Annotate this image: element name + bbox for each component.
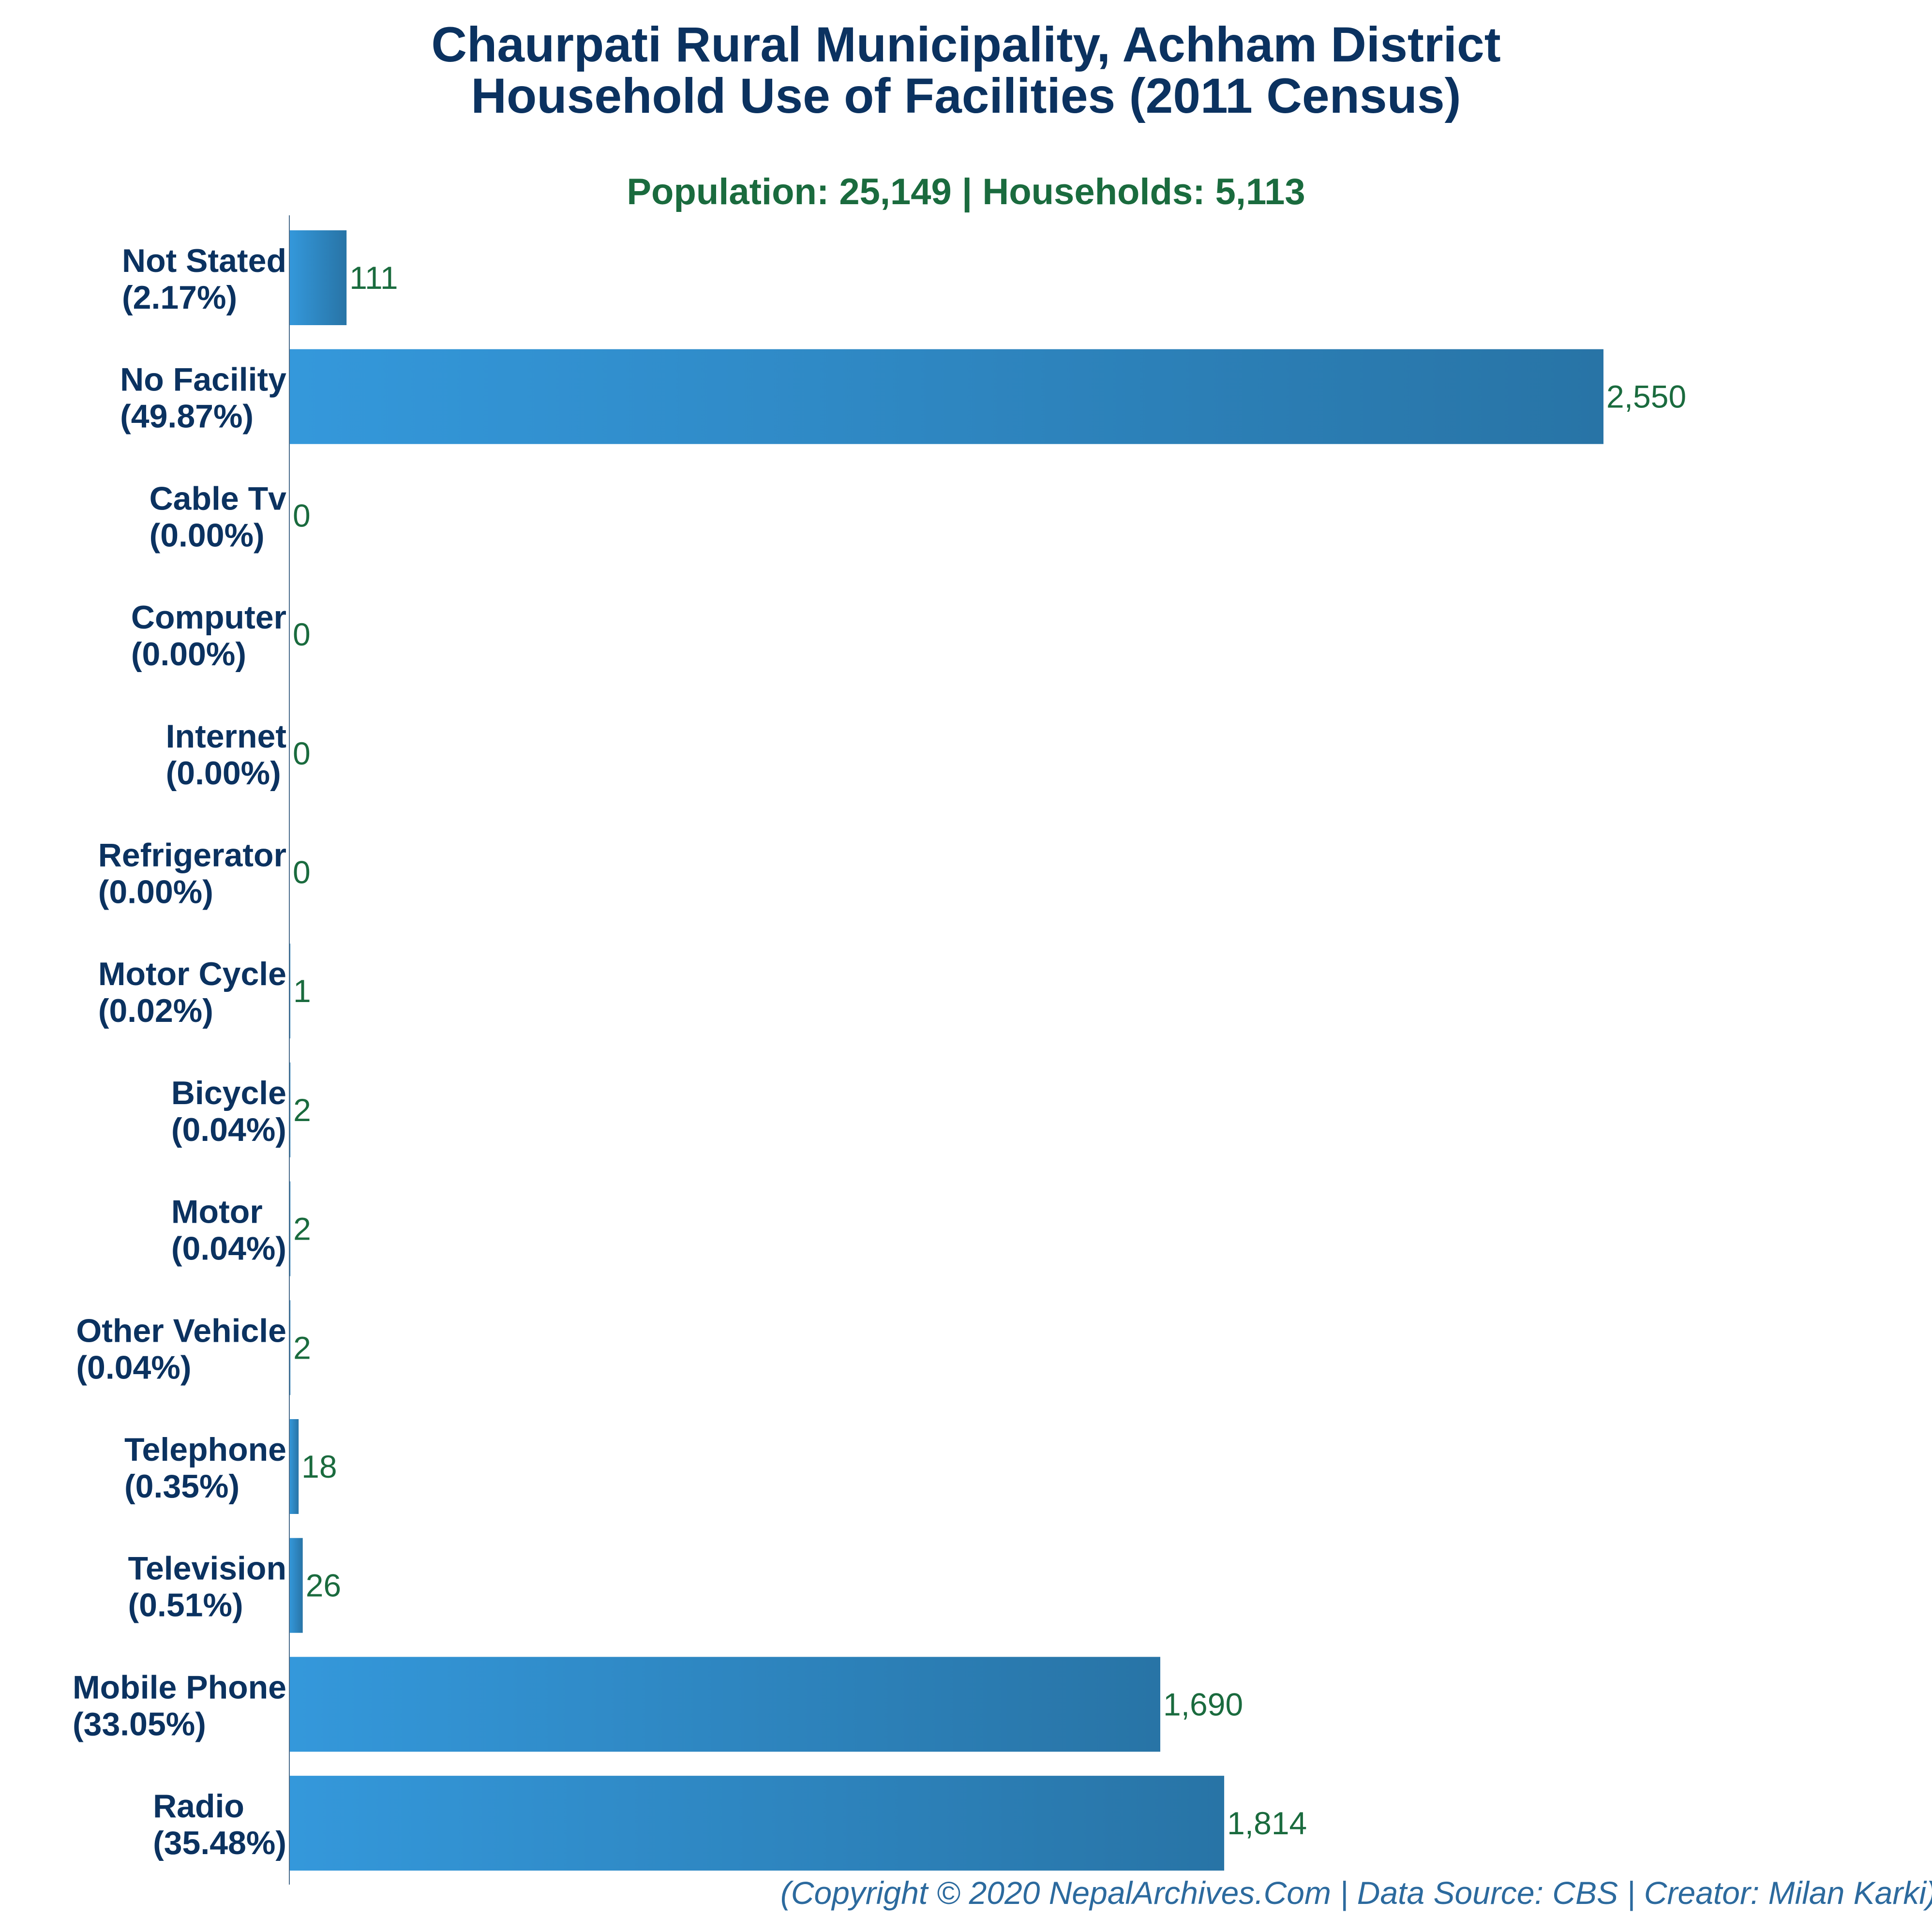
category-percent: (0.51%) [128, 1587, 243, 1624]
category-name: Not Stated [122, 242, 286, 279]
category-label: Television (0.51%) [128, 1550, 286, 1624]
category-name: Other Vehicle [76, 1312, 286, 1349]
category-name: Telephone [124, 1431, 286, 1468]
category-name: Internet [166, 718, 286, 755]
category-percent: (0.04%) [171, 1111, 286, 1148]
category-percent: (0.00%) [150, 517, 265, 554]
category-percent: (0.02%) [98, 992, 213, 1029]
value-label: 0 [293, 854, 311, 890]
category-label: Radio (35.48%) [153, 1788, 286, 1861]
bar-bicycle [289, 1062, 291, 1157]
value-label: 2 [293, 1092, 311, 1128]
category-percent: (0.04%) [171, 1230, 286, 1267]
category-name: Mobile Phone [73, 1669, 286, 1706]
value-label: 26 [306, 1568, 341, 1603]
value-label: 111 [349, 260, 398, 296]
chart-title-line-2: Household Use of Facilities (2011 Census… [471, 68, 1461, 123]
category-percent: (0.00%) [98, 874, 213, 911]
category-percent: (35.48%) [153, 1825, 286, 1861]
category-name: Motor Cycle [98, 956, 286, 992]
chart-title-line-1: Chaurpati Rural Municipality, Achham Dis… [431, 17, 1501, 72]
value-label: 2,550 [1606, 379, 1686, 415]
value-label: 18 [301, 1449, 337, 1484]
category-percent: (33.05%) [73, 1706, 206, 1742]
category-label: Motor (0.04%) [171, 1194, 286, 1267]
category-label: Motor Cycle (0.02%) [98, 956, 286, 1029]
value-label: 0 [293, 735, 311, 771]
category-name: Radio [153, 1788, 244, 1825]
chart-subtitle: Population: 25,149 | Households: 5,113 [627, 171, 1305, 212]
bar-television [289, 1538, 303, 1633]
copyright-notice: (Copyright © 2020 NepalArchives.Com | Da… [780, 1875, 1932, 1911]
bar-radio [289, 1776, 1225, 1871]
category-name: No Facility [120, 361, 286, 398]
category-name: Motor [171, 1194, 263, 1230]
value-label: 0 [293, 497, 311, 533]
category-label: Computer (0.00%) [131, 599, 286, 673]
bar-no-facility [289, 349, 1603, 444]
category-label: Internet (0.00%) [166, 718, 286, 792]
category-percent: (0.35%) [124, 1468, 240, 1505]
category-label: Refrigerator (0.00%) [98, 837, 286, 911]
category-percent: (2.17%) [122, 279, 237, 316]
category-percent: (0.00%) [166, 755, 281, 792]
category-label: Bicycle (0.04%) [171, 1075, 286, 1148]
value-label: 0 [293, 616, 311, 652]
category-label: Cable Tv (0.00%) [150, 480, 287, 554]
category-percent: (0.04%) [76, 1349, 191, 1386]
category-label: Not Stated (2.17%) [122, 242, 286, 316]
value-label: 2 [293, 1330, 311, 1365]
category-name: Television [128, 1550, 286, 1587]
category-name: Bicycle [171, 1075, 286, 1111]
value-label: 1,814 [1227, 1805, 1307, 1841]
category-percent: (49.87%) [120, 398, 254, 435]
category-percent: (0.00%) [131, 636, 246, 673]
category-label: No Facility (49.87%) [120, 361, 286, 435]
bar-not-stated [289, 230, 347, 325]
category-name: Computer [131, 599, 286, 636]
value-label: 1,690 [1163, 1686, 1243, 1722]
category-label: Other Vehicle (0.04%) [76, 1312, 286, 1386]
bar-other-vehicle [289, 1300, 291, 1395]
bar-telephone [289, 1419, 299, 1514]
category-name: Refrigerator [98, 837, 286, 874]
category-label: Mobile Phone (33.05%) [73, 1669, 286, 1742]
bar-motor [289, 1181, 291, 1276]
value-label: 2 [293, 1211, 311, 1247]
category-label: Telephone (0.35%) [124, 1431, 286, 1505]
bar-mobile-phone [289, 1657, 1161, 1752]
category-name: Cable Tv [150, 480, 287, 517]
value-label: 1 [293, 973, 311, 1009]
